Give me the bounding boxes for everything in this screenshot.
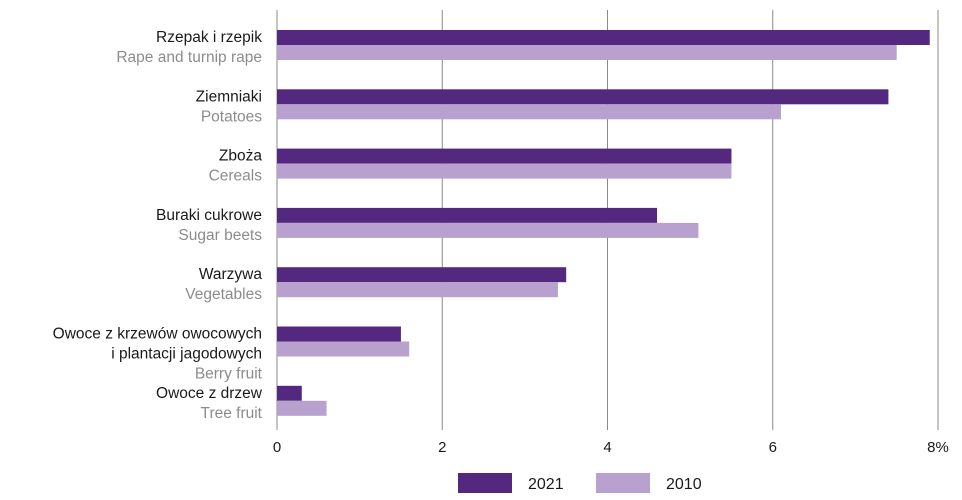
bar-2010 [277,104,782,120]
bar-2021 [277,89,889,105]
category-label: Ziemniaki [196,88,262,105]
category-labels: Rzepak i rzepik Rape and turnip rape Ziemn… [53,29,263,422]
legend-label-2010: 2010 [666,476,702,493]
category-label-english: Vegetables [185,286,262,303]
category-label: Warzywa [199,266,263,283]
bar-2021 [277,385,302,401]
category-label: i plantacji jagodowych [111,346,262,363]
bar-2021 [277,30,930,45]
category-label: Buraki cukrowe [156,207,262,224]
x-tick-label: 0 [273,439,281,456]
bar-2021 [277,207,658,223]
bar-2021 [277,326,401,342]
bar-2010 [277,45,897,60]
category-label: Owoce z drzew [156,385,263,402]
x-tick-label: 4 [603,439,611,456]
x-tick-label: 8% [927,439,949,456]
legend-swatch-2010 [596,473,650,493]
legend-label-2021: 2021 [528,476,564,493]
category-label-english: Cereals [209,168,263,185]
bar-2010 [277,282,558,298]
bar-2010 [277,341,410,357]
legend: 2021 2010 [458,473,702,493]
bar-2010 [277,163,732,179]
category-label: Rzepak i rzepik [156,29,262,46]
category-label: Owoce z krzewów owocowych [53,326,262,343]
bar-2021 [277,267,567,283]
bar-2021 [277,148,732,164]
bars [277,30,930,416]
category-label-english: Rape and turnip rape [116,49,262,66]
category-label-english: Tree fruit [201,405,263,422]
legend-swatch-2021 [458,473,512,493]
category-label: Zboża [219,148,262,165]
category-label-english: Berry fruit [195,366,263,383]
x-tick-label: 2 [438,439,446,456]
category-label-english: Sugar beets [178,227,262,244]
bar-2010 [277,400,327,416]
x-tick-label: 6 [769,439,777,456]
bar-2010 [277,222,699,238]
x-axis-ticks: 0 2 4 6 8% [273,439,949,456]
category-label-english: Potatoes [201,108,262,125]
